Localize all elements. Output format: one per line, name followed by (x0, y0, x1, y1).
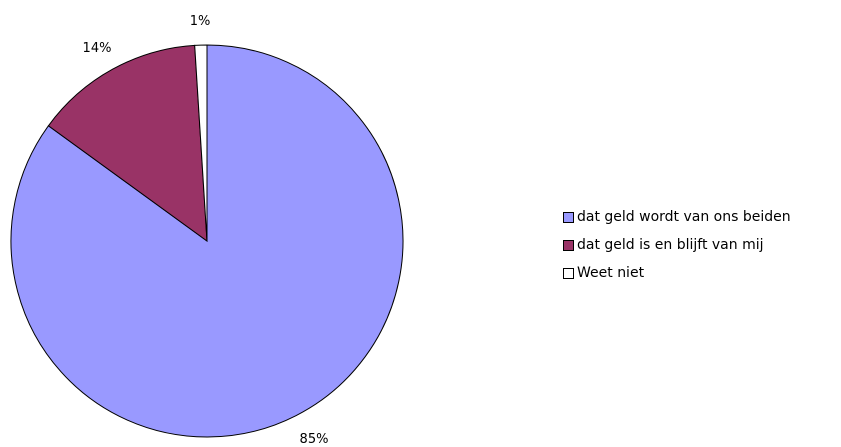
legend-item-weet-niet: Weet niet (563, 259, 791, 287)
legend-label-ons-beiden: dat geld wordt van ons beiden (577, 209, 791, 225)
legend-label-van-mij: dat geld is en blijft van mij (577, 237, 764, 253)
pie-slice-weet-niet (194, 44, 208, 242)
data-label-van-mij: 14% (83, 41, 112, 56)
data-label-ons-beiden: 85% (300, 432, 329, 447)
pie-slice-van-mij (47, 44, 208, 243)
legend-swatch-weet-niet (563, 267, 574, 279)
legend-item-ons-beiden: dat geld wordt van ons beiden (563, 203, 791, 231)
data-label-weet-niet: 1% (190, 14, 211, 29)
legend: dat geld wordt van ons beiden dat geld i… (563, 203, 791, 287)
legend-item-van-mij: dat geld is en blijft van mij (563, 231, 791, 259)
legend-swatch-van-mij (563, 239, 574, 251)
legend-label-weet-niet: Weet niet (577, 265, 645, 281)
legend-swatch-ons-beiden (563, 211, 574, 223)
